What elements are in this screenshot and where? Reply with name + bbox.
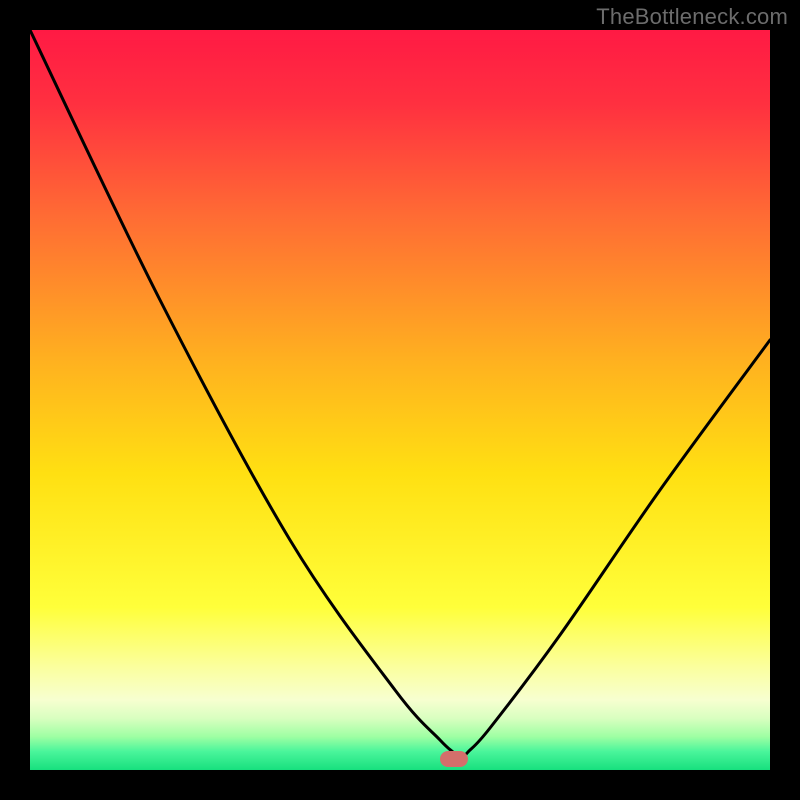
marker-layer [30,30,770,770]
plot-area [30,30,770,770]
optimal-point-marker [440,751,468,767]
chart-frame: TheBottleneck.com [0,0,800,800]
watermark-text: TheBottleneck.com [596,4,788,30]
